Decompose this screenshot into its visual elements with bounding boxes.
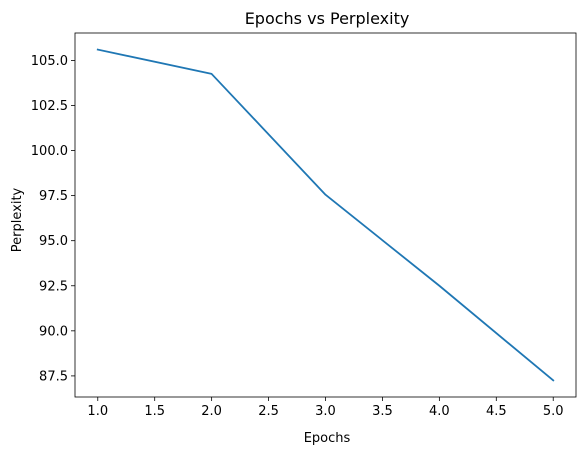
x-tick-label: 3.0 [315,404,336,419]
x-tick-label: 4.0 [429,404,450,419]
series-layer [96,48,555,382]
x-tick-label: 1.5 [144,404,165,419]
x-tick-label: 4.5 [486,404,507,419]
y-tick-label: 92.5 [39,279,68,294]
y-tick-label: 97.5 [39,189,68,204]
y-tick-label: 100.0 [31,144,68,159]
x-axis: 1.0 1.5 2.0 2.5 3.0 3.5 4.0 4.5 5.0 [87,397,564,419]
y-axis-label: Perplexity [10,187,25,252]
y-tick-label: 90.0 [39,324,68,339]
plot-area: 1.0 1.5 2.0 2.5 3.0 3.5 4.0 4.5 5.0 87.5 90.0 92.5… [31,32,577,419]
y-tick-label: 87.5 [39,369,68,384]
y-tick-label: 102.5 [31,99,68,114]
y-tick-label: 95.0 [39,234,68,249]
x-tick-label: 3.5 [372,404,393,419]
x-tick-label: 5.0 [543,404,564,419]
chart-title: Epochs vs Perplexity [245,9,410,28]
y-tick-label: 105.0 [31,54,68,69]
y-axis: 87.5 90.0 92.5 95.0 97.5 100.0 102.5 105.0 [31,54,75,384]
x-tick-label: 2.0 [201,404,222,419]
x-axis-label: Epochs [304,431,351,446]
series-line [96,48,555,382]
x-tick-label: 2.5 [258,404,279,419]
x-tick-label: 1.0 [87,404,108,419]
